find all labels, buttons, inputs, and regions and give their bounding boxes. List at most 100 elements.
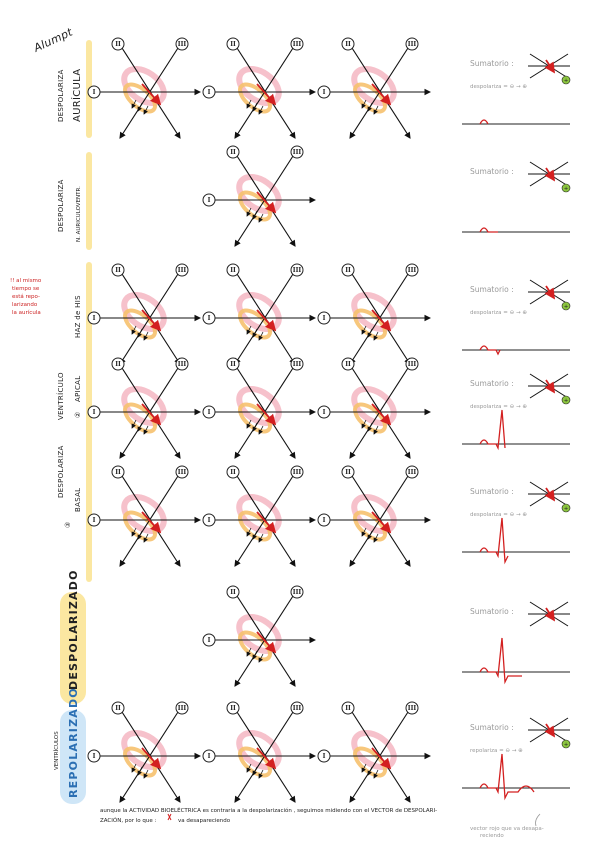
svg-text:III: III bbox=[178, 41, 187, 48]
ecg-trace bbox=[479, 637, 522, 685]
sumatorio-label: Sumatorio : bbox=[470, 723, 514, 732]
positive-pole-icon bbox=[561, 183, 571, 193]
svg-text:III: III bbox=[293, 589, 302, 596]
summary-block: Sumatorio : + despolariza = ⊖ → ⊕ bbox=[462, 373, 571, 451]
heart-shape bbox=[351, 291, 397, 340]
depolarization-vector bbox=[256, 191, 277, 214]
lead-i-badge: I bbox=[317, 749, 331, 763]
svg-text:está repo-: está repo- bbox=[12, 293, 40, 300]
label-haz-his: HAZ de HIS bbox=[74, 295, 82, 338]
lead-ii-badge: II bbox=[111, 263, 125, 277]
propagation-arrow bbox=[258, 769, 264, 779]
svg-text:II: II bbox=[115, 41, 121, 48]
lead-ii-badge: II bbox=[111, 37, 125, 51]
lead-i-badge: I bbox=[87, 513, 101, 527]
propagation-arrow bbox=[131, 99, 137, 109]
hexaxial-diagram: III III bbox=[202, 145, 317, 247]
propagation-arrow bbox=[143, 105, 149, 115]
propagation-arrow bbox=[131, 527, 137, 537]
svg-text:III: III bbox=[178, 361, 187, 368]
heart-shape bbox=[236, 729, 282, 778]
propagation-arrow bbox=[373, 105, 379, 115]
lead-ii-badge: II bbox=[341, 465, 355, 479]
propagation-arrow bbox=[367, 102, 373, 112]
lead-ii-badge: II bbox=[341, 357, 355, 371]
svg-text:III: III bbox=[178, 267, 187, 274]
svg-text:II: II bbox=[230, 267, 236, 274]
lead-ii-badge: II bbox=[341, 263, 355, 277]
propagation-arrow bbox=[367, 766, 373, 776]
propagation-arrow bbox=[246, 325, 252, 335]
positive-pole-icon bbox=[561, 503, 571, 513]
ecg-trace bbox=[479, 119, 489, 125]
propagation-arrow bbox=[361, 763, 367, 773]
despolariza-label: repolariza = ⊖ → ⊕ bbox=[470, 748, 523, 754]
propagation-arrow bbox=[367, 328, 373, 338]
svg-text:I: I bbox=[323, 315, 326, 322]
lead-i-badge: I bbox=[87, 85, 101, 99]
label-num-3: ③ bbox=[64, 521, 72, 528]
svg-text:!! al mismo: !! al mismo bbox=[10, 278, 42, 284]
propagation-arrow bbox=[252, 766, 258, 776]
heart-shape bbox=[121, 65, 167, 114]
propagation-arrow bbox=[252, 650, 258, 660]
despolariza-label: despolariza = ⊖ → ⊕ bbox=[470, 512, 527, 518]
svg-text:+: + bbox=[564, 78, 569, 84]
svg-text:II: II bbox=[230, 41, 236, 48]
lead-i-badge: I bbox=[317, 311, 331, 325]
lead-iii-badge: III bbox=[405, 465, 419, 479]
hexaxial-diagram: III III bbox=[202, 701, 317, 803]
lead-iii-badge: III bbox=[175, 263, 189, 277]
signature: Alumpt bbox=[31, 25, 75, 55]
lead-i-badge: I bbox=[202, 633, 216, 647]
svg-text:II: II bbox=[115, 705, 121, 712]
lead-iii-badge: III bbox=[290, 465, 304, 479]
propagation-arrow bbox=[373, 769, 379, 779]
section-bars bbox=[60, 40, 92, 804]
summary-block: Sumatorio : + bbox=[462, 161, 571, 233]
summary-vector bbox=[544, 59, 555, 74]
lead-i-badge: I bbox=[317, 405, 331, 419]
propagation-arrow bbox=[373, 331, 379, 341]
lead-iii-badge: III bbox=[175, 357, 189, 371]
label-apical: APICAL bbox=[74, 376, 82, 402]
side-note: !! al mismo tiempo se está repo- larizan… bbox=[10, 278, 42, 316]
heart-shape bbox=[236, 613, 282, 662]
label-repolarizado: REPOLARIZADO bbox=[67, 687, 80, 798]
footer-line-2: ZACIÓN, por lo que : bbox=[100, 817, 156, 824]
svg-text:II: II bbox=[345, 41, 351, 48]
footer-note-2: reciendo bbox=[480, 833, 504, 839]
lead-iii-badge: III bbox=[290, 263, 304, 277]
svg-text:I: I bbox=[323, 753, 326, 760]
heart-shape bbox=[351, 65, 397, 114]
lead-i-badge: I bbox=[202, 311, 216, 325]
svg-text:III: III bbox=[293, 361, 302, 368]
despolariza-label: despolariza = ⊖ → ⊕ bbox=[470, 84, 527, 90]
lead-i-badge: I bbox=[202, 85, 216, 99]
propagation-arrow bbox=[246, 647, 252, 657]
heart-shape bbox=[351, 493, 397, 542]
lead-i-badge: I bbox=[87, 311, 101, 325]
propagation-arrow bbox=[131, 419, 137, 429]
label-basal: BASAL bbox=[74, 488, 82, 512]
svg-text:+: + bbox=[564, 742, 569, 748]
hexaxial-diagram: III III bbox=[202, 357, 317, 459]
lead-ii-badge: II bbox=[226, 701, 240, 715]
propagation-arrow bbox=[137, 102, 143, 112]
lead-iii-badge: III bbox=[290, 701, 304, 715]
hexaxial-diagram: III III bbox=[317, 37, 432, 139]
svg-text:+: + bbox=[564, 506, 569, 512]
depolarization-vector bbox=[371, 511, 392, 534]
svg-text:I: I bbox=[208, 517, 211, 524]
svg-text:I: I bbox=[208, 315, 211, 322]
ecg-trace bbox=[479, 517, 509, 565]
summary-block: Sumatorio : + despolariza = ⊖ → ⊕ bbox=[462, 53, 571, 125]
svg-text:II: II bbox=[115, 361, 121, 368]
label-depolariza-1: DESPOLARIZA bbox=[57, 69, 65, 122]
svg-text:III: III bbox=[293, 469, 302, 476]
svg-text:la aurícula: la aurícula bbox=[12, 309, 41, 316]
hexaxial-diagram: III III bbox=[87, 37, 202, 139]
propagation-arrow bbox=[143, 769, 149, 779]
depolarization-vector bbox=[141, 83, 162, 106]
